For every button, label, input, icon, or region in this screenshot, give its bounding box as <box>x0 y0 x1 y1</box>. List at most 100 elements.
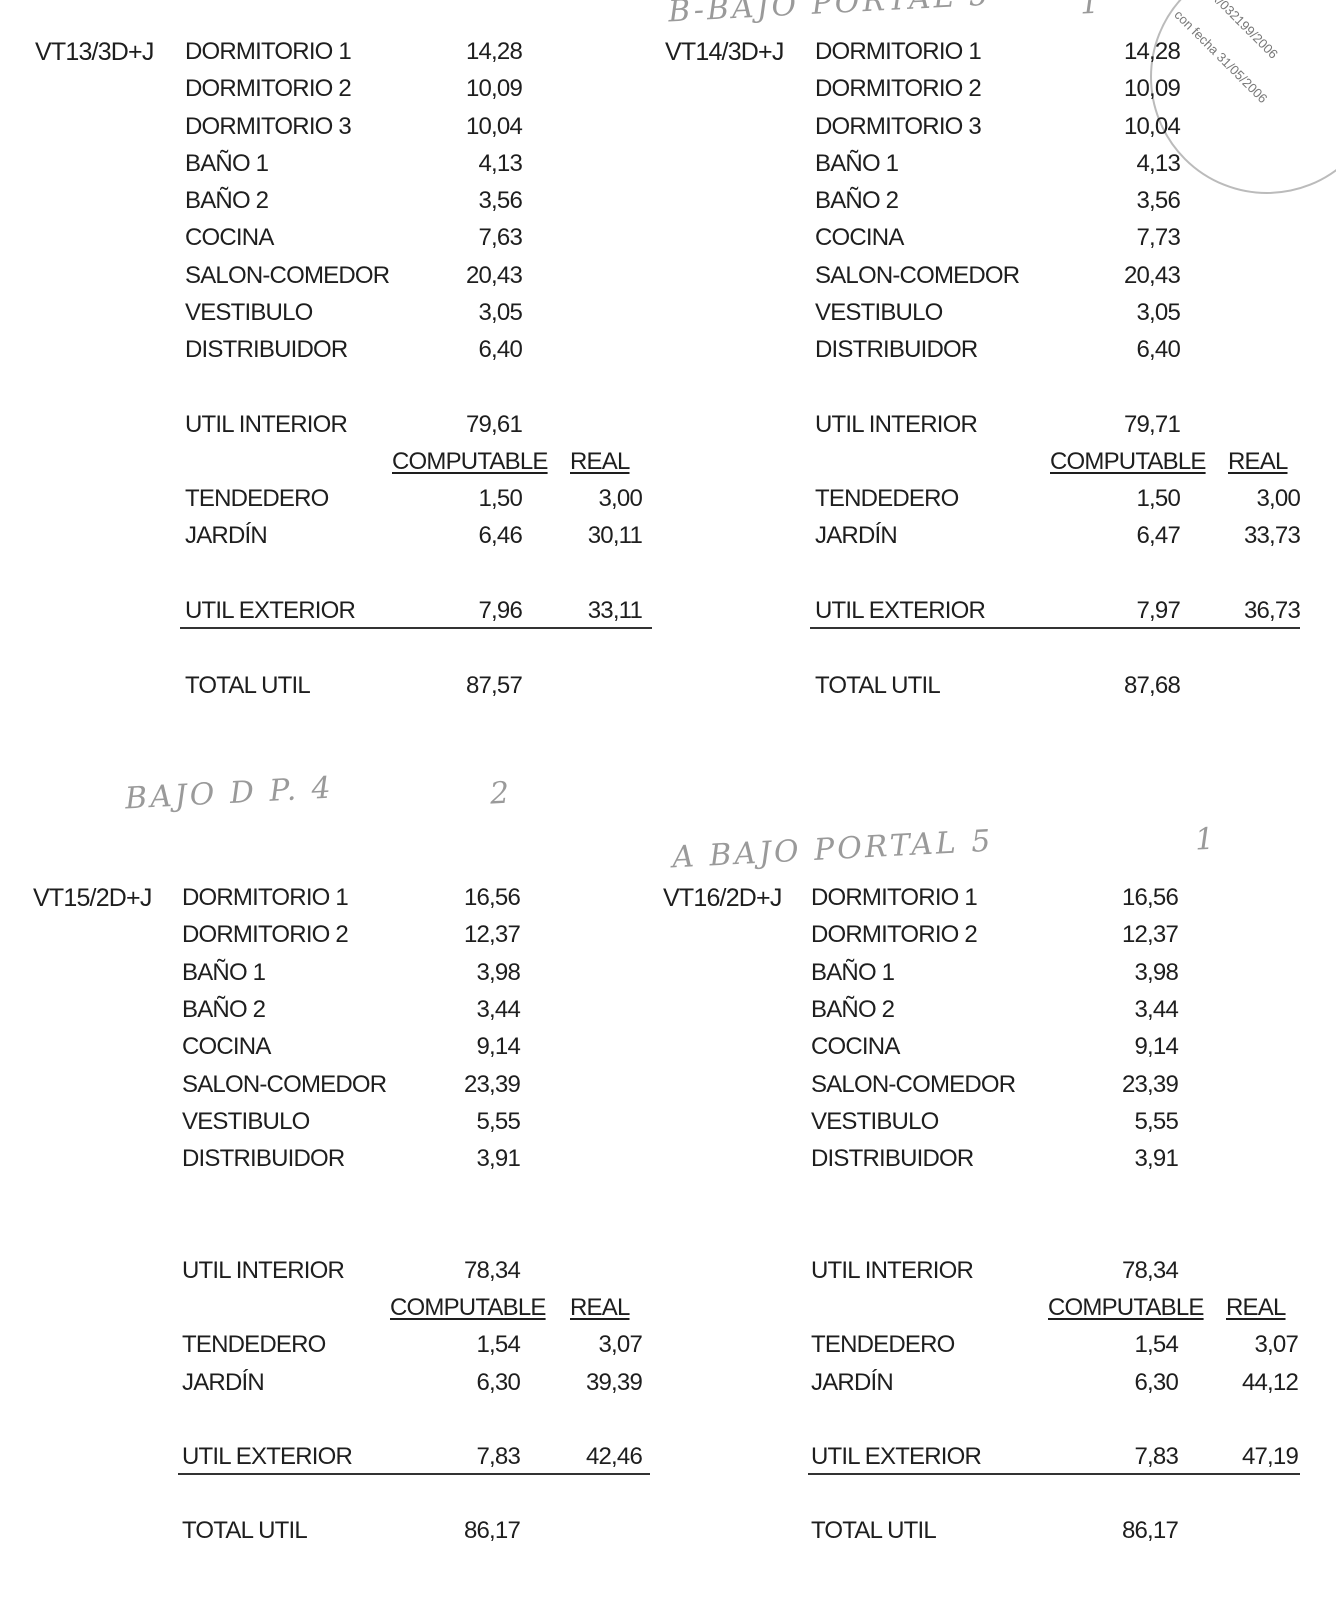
real-header: REAL <box>570 1294 630 1321</box>
room-name: DORMITORIO 3 <box>185 112 352 140</box>
room-area: 20,43 <box>465 261 523 289</box>
room-area: 10,04 <box>1123 112 1181 140</box>
real-header: REAL <box>1226 1294 1286 1321</box>
room-name: DORMITORIO 1 <box>815 38 982 65</box>
exterior-name: TENDEDERO <box>185 485 329 512</box>
room-area: 3,98 <box>476 958 520 986</box>
room-area: 5,55 <box>476 1107 520 1135</box>
room-name: DORMITORIO 2 <box>182 921 349 949</box>
room-area: 10,09 <box>1123 75 1181 103</box>
util-interior-label: UTIL INTERIOR <box>815 411 978 438</box>
handwritten-number: 1 <box>1194 821 1218 858</box>
exterior-real: 44,12 <box>1241 1369 1299 1396</box>
computable-header: COMPUTABLE <box>392 448 548 475</box>
exterior-name: JARDÍN <box>185 522 268 549</box>
room-name: DORMITORIO 2 <box>815 75 982 103</box>
unit-code: VT14/3D+J <box>665 38 784 66</box>
room-name: DORMITORIO 1 <box>185 38 352 65</box>
util-exterior-real: 33,11 <box>587 597 643 624</box>
total-util-label: TOTAL UTIL <box>185 672 311 699</box>
exterior-real: 3,07 <box>598 1331 642 1358</box>
room-name: BAÑO 2 <box>815 187 899 214</box>
stamp-date: con fecha 31/05/2006 <box>1171 7 1271 107</box>
handwritten-number: 1 <box>1079 0 1103 22</box>
room-area: 23,39 <box>1121 1070 1179 1098</box>
exterior-name: JARDÍN <box>182 1369 265 1396</box>
util-interior-label: UTIL INTERIOR <box>185 411 348 438</box>
room-name: BAÑO 1 <box>811 958 895 986</box>
room-name: VESTIBULO <box>815 298 943 326</box>
computable-header: COMPUTABLE <box>390 1294 546 1321</box>
room-area: 16,56 <box>463 884 521 911</box>
total-util-label: TOTAL UTIL <box>182 1517 308 1544</box>
util-interior-value: 79,61 <box>465 411 523 438</box>
util-exterior-computable: 7,97 <box>1136 597 1180 624</box>
divider <box>178 1473 650 1475</box>
exterior-real: 3,07 <box>1254 1331 1298 1358</box>
exterior-computable: 6,30 <box>476 1369 520 1396</box>
unit-code: VT16/2D+J <box>663 884 782 912</box>
room-area: 12,37 <box>1121 921 1179 949</box>
room-name: SALON-COMEDOR <box>811 1070 1016 1098</box>
unit-code: VT13/3D+J <box>35 38 154 66</box>
exterior-computable: 6,30 <box>1134 1369 1178 1396</box>
room-name: DISTRIBUIDOR <box>185 336 348 363</box>
room-area: 9,14 <box>476 1033 520 1061</box>
room-area: 6,40 <box>1136 336 1180 363</box>
room-name: COCINA <box>815 224 904 252</box>
room-name: BAÑO 1 <box>182 958 266 986</box>
room-area: 7,63 <box>478 224 522 252</box>
room-name: COCINA <box>185 224 274 252</box>
exterior-real: 30,11 <box>587 522 643 549</box>
room-area: 3,05 <box>478 298 522 326</box>
exterior-real: 3,00 <box>1256 485 1300 512</box>
room-area: 3,56 <box>478 187 522 214</box>
room-name: DISTRIBUIDOR <box>811 1145 974 1173</box>
room-area: 3,98 <box>1134 958 1178 986</box>
exterior-real: 33,73 <box>1243 522 1301 549</box>
room-name: DORMITORIO 1 <box>811 884 978 911</box>
util-exterior-real: 47,19 <box>1241 1443 1299 1470</box>
real-header: REAL <box>570 448 630 475</box>
room-name: VESTIBULO <box>182 1107 310 1135</box>
exterior-name: TENDEDERO <box>811 1331 955 1358</box>
room-name: BAÑO 1 <box>815 149 899 177</box>
room-name: SALON-COMEDOR <box>815 261 1020 289</box>
room-name: DISTRIBUIDOR <box>815 336 978 363</box>
handwritten-note: BAJO D P. 4 <box>124 770 335 817</box>
handwritten-number: 2 <box>489 775 513 812</box>
computable-header: COMPUTABLE <box>1048 1294 1204 1321</box>
handwritten-note: B-BAJO PORTAL 5 <box>667 0 992 30</box>
util-exterior-computable: 7,96 <box>478 597 522 624</box>
room-area: 14,28 <box>1123 38 1181 65</box>
room-area: 4,13 <box>478 149 522 177</box>
util-exterior-label: UTIL EXTERIOR <box>185 597 356 624</box>
room-area: 3,91 <box>476 1145 520 1173</box>
room-name: SALON-COMEDOR <box>185 261 390 289</box>
util-exterior-computable: 7,83 <box>476 1443 520 1470</box>
room-area: 10,04 <box>465 112 523 140</box>
divider <box>808 1473 1300 1475</box>
exterior-name: JARDÍN <box>815 522 898 549</box>
room-name: VESTIBULO <box>811 1107 939 1135</box>
util-interior-value: 79,71 <box>1123 411 1181 438</box>
exterior-computable: 6,46 <box>478 522 522 549</box>
exterior-computable: 1,54 <box>1134 1331 1178 1358</box>
room-name: DISTRIBUIDOR <box>182 1145 345 1173</box>
exterior-real: 3,00 <box>598 485 642 512</box>
room-area: 3,44 <box>1134 995 1178 1023</box>
exterior-computable: 1,54 <box>476 1331 520 1358</box>
room-area: 16,56 <box>1121 884 1179 911</box>
room-area: 7,73 <box>1136 224 1180 252</box>
util-exterior-label: UTIL EXTERIOR <box>811 1443 982 1470</box>
room-name: VESTIBULO <box>185 298 313 326</box>
total-util-value: 86,17 <box>463 1517 521 1544</box>
unit-code: VT15/2D+J <box>33 884 152 912</box>
util-interior-label: UTIL INTERIOR <box>811 1257 974 1284</box>
room-area: 23,39 <box>463 1070 521 1098</box>
room-area: 14,28 <box>465 38 523 65</box>
room-area: 12,37 <box>463 921 521 949</box>
util-exterior-label: UTIL EXTERIOR <box>815 597 986 624</box>
util-interior-value: 78,34 <box>463 1257 521 1284</box>
room-area: 6,40 <box>478 336 522 363</box>
